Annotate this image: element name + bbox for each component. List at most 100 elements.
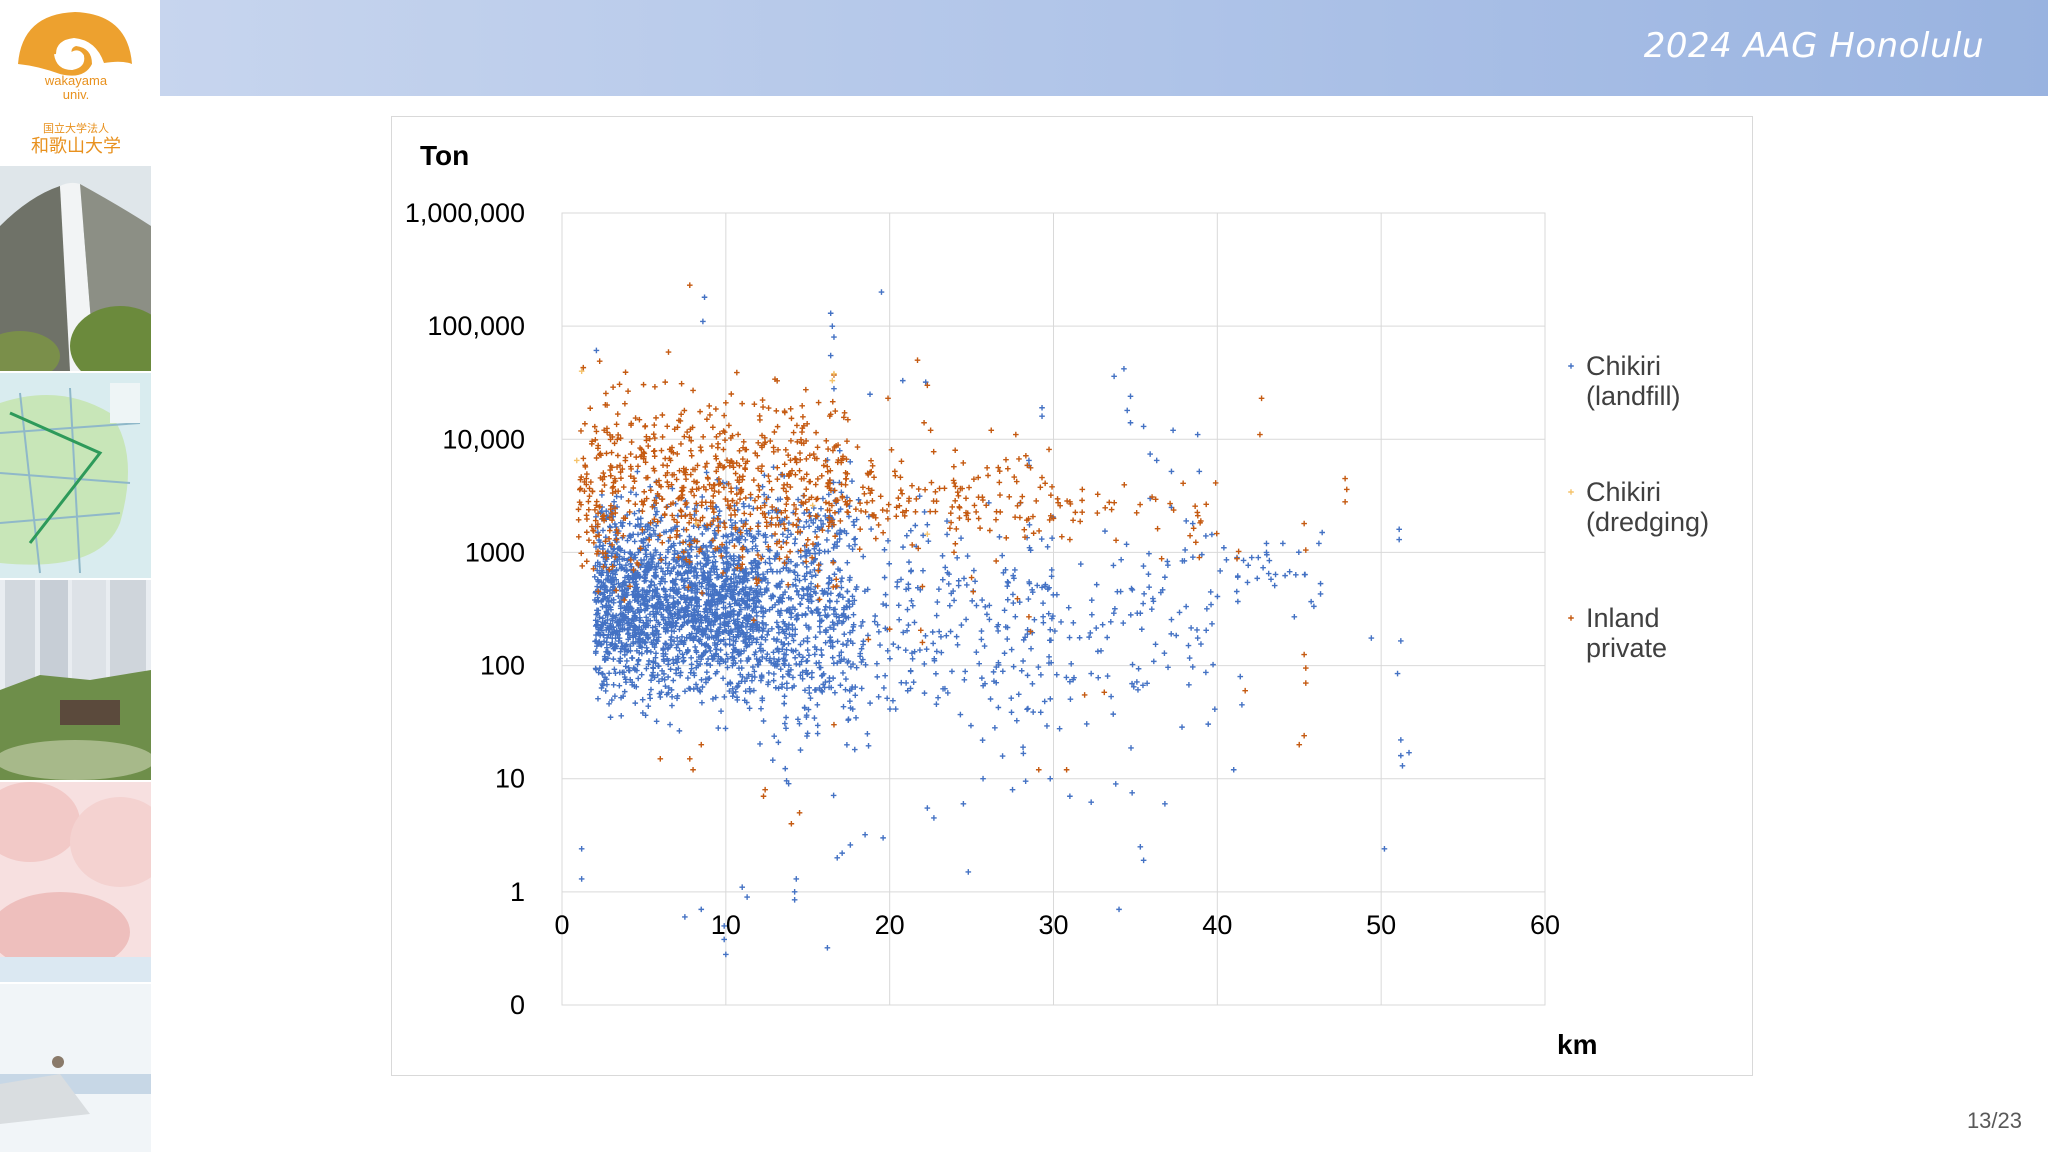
data-point bbox=[645, 443, 652, 449]
data-point bbox=[607, 587, 613, 593]
data-point bbox=[783, 646, 790, 653]
data-point bbox=[890, 641, 897, 647]
data-point bbox=[813, 646, 820, 653]
data-point bbox=[621, 566, 628, 573]
data-point bbox=[759, 654, 766, 660]
data-point bbox=[735, 597, 741, 604]
data-point bbox=[757, 658, 763, 665]
data-point bbox=[592, 650, 599, 656]
data-point bbox=[1168, 631, 1175, 637]
data-point bbox=[598, 572, 605, 579]
data-point bbox=[698, 741, 705, 748]
data-point bbox=[1006, 494, 1013, 500]
data-point bbox=[1189, 520, 1196, 527]
data-point bbox=[769, 533, 775, 539]
data-point bbox=[1049, 484, 1055, 490]
data-point bbox=[822, 639, 829, 646]
data-point bbox=[825, 528, 831, 534]
data-point bbox=[771, 429, 778, 435]
data-point bbox=[811, 715, 818, 721]
data-point bbox=[833, 497, 839, 503]
data-point bbox=[822, 513, 829, 519]
data-point bbox=[809, 573, 815, 580]
data-point bbox=[701, 294, 708, 301]
data-point bbox=[807, 550, 813, 557]
data-point bbox=[639, 527, 646, 533]
data-point bbox=[693, 544, 700, 551]
data-point bbox=[799, 595, 805, 602]
data-point bbox=[765, 679, 772, 685]
data-point bbox=[712, 545, 718, 552]
data-point bbox=[659, 434, 666, 440]
data-point bbox=[769, 504, 775, 510]
data-point bbox=[1037, 484, 1044, 491]
data-point bbox=[586, 506, 592, 513]
data-point bbox=[1130, 684, 1137, 690]
data-point bbox=[716, 460, 723, 467]
data-point bbox=[948, 519, 954, 526]
data-point bbox=[1000, 668, 1006, 675]
data-point bbox=[692, 644, 698, 650]
data-point bbox=[830, 479, 837, 486]
data-point bbox=[814, 495, 821, 502]
data-point bbox=[635, 516, 641, 523]
data-point bbox=[645, 635, 651, 642]
data-point bbox=[688, 568, 695, 574]
data-point bbox=[1046, 517, 1053, 523]
data-point bbox=[933, 670, 939, 677]
data-point bbox=[827, 637, 834, 644]
data-point bbox=[676, 467, 683, 474]
data-point bbox=[674, 569, 681, 576]
data-point bbox=[595, 588, 602, 595]
data-point bbox=[714, 613, 721, 619]
data-point bbox=[1044, 544, 1051, 550]
data-point bbox=[698, 583, 705, 590]
data-point bbox=[729, 537, 736, 544]
data-point bbox=[714, 668, 720, 675]
data-point bbox=[1129, 790, 1135, 796]
data-point bbox=[704, 460, 710, 467]
data-point bbox=[1291, 613, 1298, 620]
data-point bbox=[685, 584, 692, 590]
data-point bbox=[719, 541, 725, 548]
data-point bbox=[810, 559, 817, 565]
data-point bbox=[756, 657, 763, 664]
data-point bbox=[815, 562, 822, 568]
data-point bbox=[1159, 587, 1166, 593]
data-point bbox=[830, 521, 837, 528]
data-point bbox=[651, 516, 658, 522]
data-point bbox=[1399, 763, 1406, 769]
data-point bbox=[940, 576, 946, 583]
data-point bbox=[651, 497, 658, 504]
data-point bbox=[785, 452, 791, 459]
data-point bbox=[594, 607, 600, 614]
data-point bbox=[832, 408, 839, 414]
data-point bbox=[692, 565, 698, 571]
data-point bbox=[608, 472, 614, 479]
data-point bbox=[1280, 540, 1286, 547]
data-point bbox=[651, 422, 658, 428]
data-point bbox=[921, 661, 928, 667]
data-point bbox=[605, 599, 612, 605]
data-point bbox=[1015, 691, 1022, 698]
data-point bbox=[723, 400, 729, 406]
data-point bbox=[829, 323, 836, 329]
data-point bbox=[613, 493, 620, 500]
data-point bbox=[978, 636, 985, 643]
data-point bbox=[688, 452, 695, 459]
data-point bbox=[780, 565, 787, 572]
data-point bbox=[837, 591, 843, 598]
data-point bbox=[780, 618, 787, 625]
data-point bbox=[723, 628, 730, 634]
data-point bbox=[731, 620, 738, 627]
data-point bbox=[1025, 705, 1031, 712]
data-point bbox=[1029, 589, 1036, 595]
data-point bbox=[715, 725, 722, 731]
data-point bbox=[953, 526, 960, 532]
data-point bbox=[679, 494, 685, 501]
data-point bbox=[956, 504, 963, 510]
data-point bbox=[1110, 562, 1117, 569]
data-point bbox=[1000, 570, 1007, 576]
data-point bbox=[599, 597, 605, 604]
data-point bbox=[1040, 619, 1047, 626]
